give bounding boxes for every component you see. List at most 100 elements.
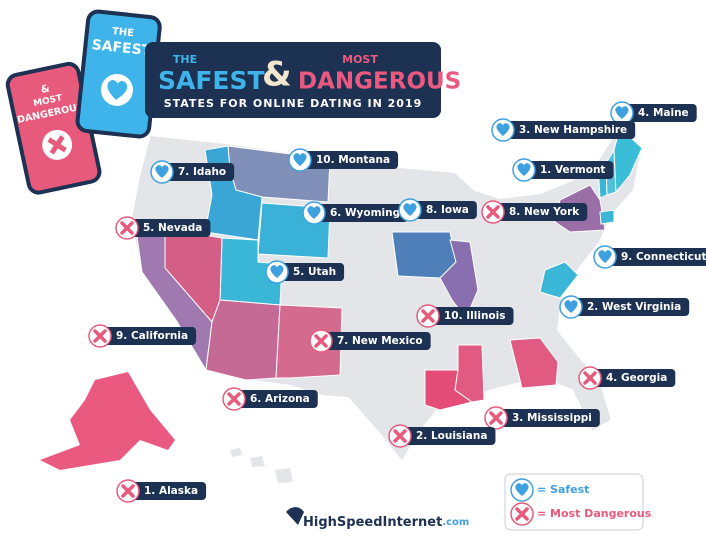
header-safest: SAFEST [158,66,265,95]
label-text: 5. Nevada [143,222,202,234]
phone-text: & [40,83,51,96]
label-text: 4. Maine [638,107,689,119]
state-georgia [509,337,559,389]
x-icon [93,329,107,343]
state-arizona [205,299,281,381]
state-label: 8. Iowa [398,198,477,222]
legend-icon [510,502,534,526]
state-label: 4. Georgia [578,366,676,390]
phone-text: SAFEST [91,37,152,59]
heart-icon [155,165,169,178]
phone-icon [107,80,128,100]
heart-icon [307,206,321,219]
label-pill [234,390,318,408]
heart-icon [496,123,510,136]
state-mississippi [454,344,485,403]
state-alaska [40,372,175,470]
state-label: 2. West Virginia [559,295,690,319]
state-label: 8. New York [481,200,588,224]
heart-icon [270,265,284,278]
phone-icon [47,135,67,155]
label-pill [428,307,514,325]
x-icon [314,334,328,348]
label-pill [571,298,690,316]
x-icon [515,507,529,521]
state-label: 2. Louisiana [388,424,496,448]
heart-icon [517,163,531,176]
x-icon [227,392,241,406]
brand-suffix: .com [442,517,469,528]
label-text: 9. California [116,330,188,342]
label-text: 7. New Mexico [337,335,423,347]
state-label: 3. New Hampshire [491,118,636,142]
phone-danger: & MOST DANGEROUS [5,61,102,195]
state-label: 9. Connecticut [593,245,706,269]
label-pill [162,163,235,181]
state-label: 7. New Mexico [309,329,431,353]
label-pill [400,427,496,445]
x-icon [120,221,134,235]
label-text: 2. Louisiana [416,430,487,442]
label-text: 3. New Hampshire [519,124,627,136]
label-text: 1. Alaska [144,485,198,497]
label-pill [300,151,399,169]
x-icon [489,411,503,425]
label-text: 9. Connecticut [621,251,706,263]
state-label: 10. Montana [288,148,399,172]
header-box [145,42,441,118]
label-text: 6. Wyoming [330,207,400,219]
x-icon [121,484,135,498]
label-pill [314,204,409,222]
label-pill [410,201,477,219]
label-text: 2. West Virginia [587,301,681,313]
x-icon [583,371,597,385]
state-labels: 4. Maine 3. New Hampshire 1. Vermont 10. Mo… [88,101,706,503]
label-text: 6. Arizona [250,393,310,405]
state-label: 5. Utah [265,260,345,284]
state-label: 1. Alaska [116,479,207,503]
legend-safe: = Safest [537,483,589,496]
label-pill [321,332,431,350]
state-west-virginia [539,261,579,299]
brand-name: HighSpeedInternet [303,515,442,530]
header-the: THE [173,53,197,66]
label-pill [127,219,211,237]
heart-icon [515,483,529,496]
phone-safe: THE SAFEST [75,9,162,139]
header-most: MOST [342,53,378,66]
label-pill [496,409,600,427]
state-connecticut [599,209,615,225]
label-pill [605,248,706,266]
state-label: 7. Idaho [150,160,235,184]
state-hawaii [230,448,293,483]
heart-icon [564,300,578,313]
state-label: 5. Nevada [115,216,211,240]
label-pill [503,121,636,139]
us-map [40,127,644,483]
legend-danger: = Most Dangerous [537,507,652,520]
heart-icon [403,203,417,216]
header-ampersand: & [262,55,292,95]
x-icon [421,309,435,323]
label-text: 10. Illinois [444,310,506,322]
heart-icon [615,106,629,119]
label-text: 5. Utah [293,266,336,278]
state-label: 6. Arizona [222,387,318,411]
state-label: 4. Maine [610,101,697,125]
header-dangerous: DANGEROUS [298,69,461,95]
label-text: 3. Mississippi [512,412,592,424]
x-icon [393,429,407,443]
label-pill [493,203,588,221]
brand-name: HighSpeedInternet.com [303,515,469,530]
state-new-mexico [275,304,343,379]
state-label: 6. Wyoming [302,201,409,225]
phone-text: THE [111,26,134,39]
legend-icon [510,478,534,502]
label-text: 8. Iowa [426,204,469,216]
brand-logo [286,507,304,525]
state-label: 9. California [88,324,197,348]
label-text: 7. Idaho [178,166,226,178]
header-subtitle: STATES FOR ONLINE DATING IN 2019 [164,97,423,110]
label-pill [590,369,676,387]
state-label: 10. Illinois [416,304,514,328]
